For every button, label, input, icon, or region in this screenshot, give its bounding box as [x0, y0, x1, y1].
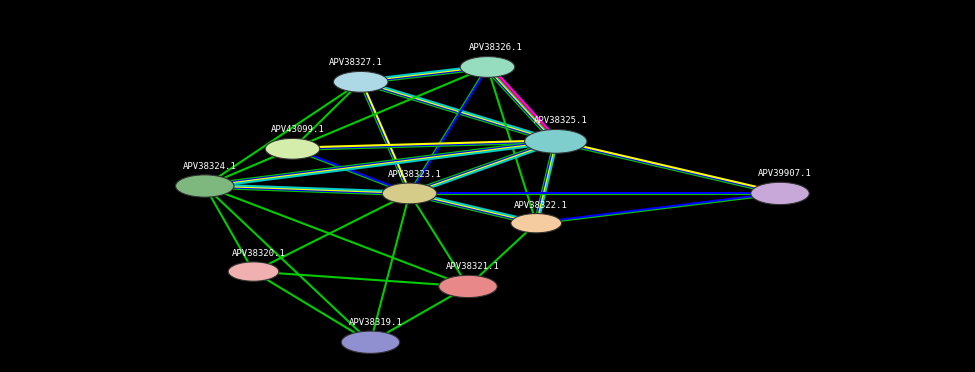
Text: APV38326.1: APV38326.1 — [468, 43, 523, 52]
Circle shape — [228, 262, 279, 281]
Circle shape — [460, 57, 515, 77]
Circle shape — [333, 71, 388, 92]
Circle shape — [265, 138, 320, 159]
Circle shape — [511, 214, 562, 233]
Text: APV43099.1: APV43099.1 — [270, 125, 325, 134]
Text: APV38327.1: APV38327.1 — [329, 58, 383, 67]
Text: APV38319.1: APV38319.1 — [348, 318, 403, 327]
Text: APV38320.1: APV38320.1 — [231, 249, 286, 258]
Text: APV38321.1: APV38321.1 — [446, 262, 500, 272]
Text: APV38325.1: APV38325.1 — [533, 116, 588, 125]
Circle shape — [751, 182, 809, 205]
Circle shape — [176, 175, 234, 197]
Text: APV38323.1: APV38323.1 — [387, 170, 442, 179]
Text: APV38324.1: APV38324.1 — [182, 162, 237, 171]
Circle shape — [382, 183, 437, 204]
Circle shape — [525, 129, 587, 153]
Circle shape — [439, 275, 497, 298]
Circle shape — [341, 331, 400, 353]
Text: APV38322.1: APV38322.1 — [514, 201, 568, 210]
Text: APV39907.1: APV39907.1 — [758, 169, 812, 179]
